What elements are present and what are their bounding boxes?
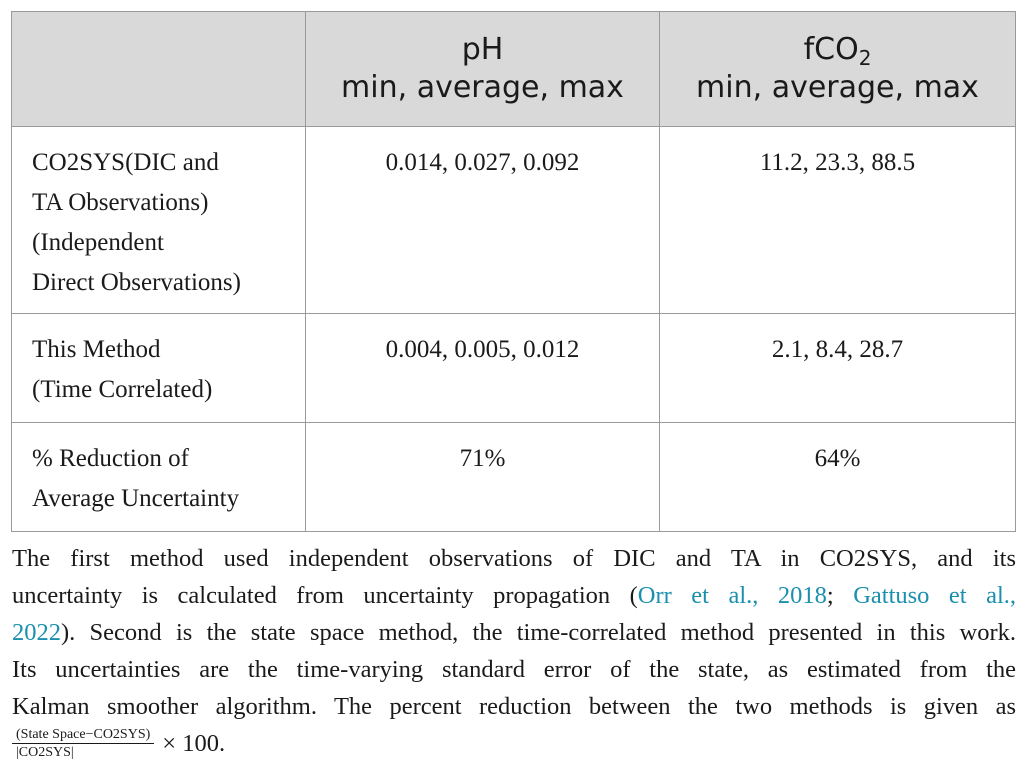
header-ph-subtitle: min, average, max	[341, 70, 624, 105]
row-label-reduction: % Reduction of Average Uncertainty	[11, 422, 306, 532]
cell-fco2-this-method: 2.1, 8.4, 28.7	[659, 313, 1016, 423]
cell-ph-this-method: 0.004, 0.005, 0.012	[305, 313, 660, 423]
cell-ph-reduction: 71%	[305, 422, 660, 532]
caption-line: The first method used independent observ…	[12, 545, 1016, 572]
header-ph: pH min, average, max	[305, 11, 660, 127]
row-label-co2sys: CO2SYS(DIC and TA Observations) (Indepen…	[11, 126, 306, 314]
row-label-this-method: This Method (Time Correlated)	[11, 313, 306, 423]
formula-tail: × 100.	[162, 730, 226, 757]
fraction-numerator: (State Space−CO2SYS)	[12, 726, 155, 744]
caption-line: Kalman smoother algorithm. The percent r…	[12, 693, 1016, 720]
cell-fco2-reduction: 64%	[659, 422, 1016, 532]
citation-link-gattuso-year[interactable]: 2022	[12, 619, 61, 646]
table-header-row: pH min, average, max fCO2 min, average, …	[11, 11, 1016, 127]
header-ph-title: pH	[461, 32, 504, 67]
table-row: This Method (Time Correlated) 0.004, 0.0…	[11, 313, 1016, 423]
header-fco2-subtitle: min, average, max	[696, 70, 979, 105]
citation-link-orr[interactable]: Orr et al., 2018	[637, 582, 827, 609]
table-caption: The first method used independent observ…	[12, 540, 1016, 763]
header-fco2: fCO2 min, average, max	[659, 11, 1016, 127]
fraction-denominator: |CO2SYS|	[16, 744, 74, 760]
caption-line: uncertainty is calculated from uncertain…	[12, 582, 1017, 609]
table-row: % Reduction of Average Uncertainty 71% 6…	[11, 422, 1016, 532]
header-fco2-title: fCO2	[803, 32, 872, 70]
results-table-container: pH min, average, max fCO2 min, average, …	[11, 11, 1016, 532]
table-row: CO2SYS(DIC and TA Observations) (Indepen…	[11, 126, 1016, 314]
caption-formula-line: (State Space−CO2SYS) |CO2SYS| × 100.	[12, 725, 1016, 763]
cell-fco2-co2sys: 11.2, 23.3, 88.5	[659, 126, 1016, 314]
reduction-formula-fraction: (State Space−CO2SYS) |CO2SYS|	[12, 726, 155, 761]
uncertainty-table: pH min, average, max fCO2 min, average, …	[11, 11, 1016, 532]
caption-line: 2022). Second is the state space method,…	[12, 619, 1016, 646]
caption-line: Its uncertainties are the time-varying s…	[12, 656, 1016, 683]
citation-link-gattuso[interactable]: Gattuso et al.,	[853, 582, 1017, 609]
cell-ph-co2sys: 0.014, 0.027, 0.092	[305, 126, 660, 314]
header-empty-cell	[11, 11, 306, 127]
